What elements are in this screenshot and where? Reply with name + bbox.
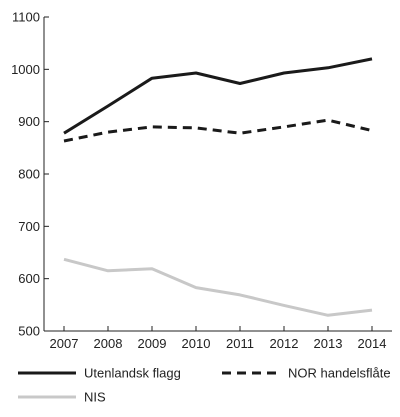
series-line-2 [63, 118, 373, 143]
legend-label-1: Utenlandsk flagg [84, 366, 181, 381]
series-line-3 [63, 257, 373, 317]
y-tick-label: 800 [18, 167, 40, 182]
x-tick-label: 2011 [226, 336, 254, 351]
x-tick-label: 2007 [50, 336, 79, 351]
y-tick-label: 500 [18, 324, 40, 339]
y-tick-label: 700 [18, 219, 40, 234]
y-tick-label: 600 [18, 271, 40, 286]
y-axis: 500 600 700 800 900 1000 1100 [11, 10, 49, 339]
plot-lines [63, 57, 373, 317]
legend-label-2: NOR handelsflåte [288, 366, 391, 381]
x-tick-label: 2012 [270, 336, 299, 351]
y-tick-label: 900 [18, 114, 40, 129]
x-tick-label: 2013 [314, 336, 343, 351]
series-line-1 [63, 57, 373, 135]
y-tick-label: 1100 [12, 10, 40, 25]
x-tick-label: 2009 [138, 336, 167, 351]
x-tick-label: 2008 [94, 336, 123, 351]
legend-label-3: NIS [84, 390, 106, 405]
legend: Utenlandsk flagg NOR handelsflåte NIS [18, 366, 391, 405]
x-tick-label: 2014 [358, 336, 387, 351]
y-tick-label: 1000 [11, 62, 40, 77]
x-axis: 2007 2008 2009 2010 2011 2012 2013 2014 [44, 326, 392, 351]
x-tick-label: 2010 [182, 336, 211, 351]
